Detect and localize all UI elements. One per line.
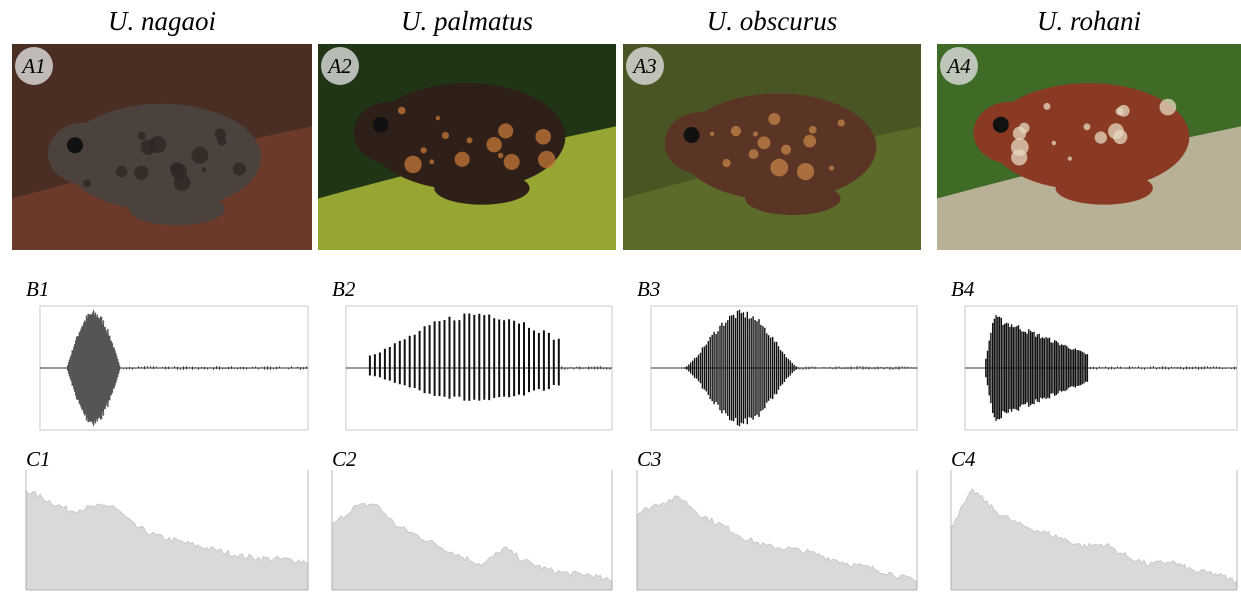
frog-pattern [809, 126, 817, 134]
frog-pattern [191, 147, 208, 164]
frog-pattern [498, 153, 503, 158]
frog-pattern [768, 113, 780, 125]
frog-pattern [710, 132, 714, 136]
frog-leg [129, 192, 225, 225]
frog-pattern [486, 137, 501, 152]
frog-pattern [758, 136, 771, 149]
spectrum-label: C2 [332, 447, 357, 471]
frog-head [973, 102, 1046, 164]
frog-pattern [1084, 123, 1091, 130]
photo-label: A1 [20, 54, 45, 78]
frog-pattern [770, 159, 788, 177]
frog-pattern [781, 145, 791, 155]
frog-eye [373, 117, 389, 133]
spectrum-area [637, 496, 917, 590]
frog-pattern [138, 132, 146, 140]
frog-eye [67, 137, 83, 153]
species-column: U. rohani A4 B4 C4 [937, 6, 1241, 590]
frog-eye [684, 127, 700, 143]
frog-pattern [1052, 141, 1056, 145]
spectrum-area [951, 489, 1237, 590]
frog-pattern [1118, 105, 1130, 117]
frog-pattern [504, 154, 520, 170]
frog-pattern [201, 167, 206, 172]
frog-pattern [749, 149, 759, 159]
frog-head [48, 122, 120, 184]
frog-leg [1056, 172, 1153, 205]
species-column: U. obscurus A3 B3 C3 [623, 6, 921, 590]
frog-pattern [134, 166, 149, 181]
species-name: U. palmatus [401, 6, 533, 36]
frog-pattern [83, 179, 91, 187]
frog-pattern [838, 119, 845, 126]
frog-pattern [455, 152, 470, 167]
spectrum-area [26, 491, 308, 590]
frog-pattern [829, 165, 834, 170]
frog-pattern [233, 162, 246, 175]
waveform [683, 310, 800, 426]
frog-pattern [753, 132, 758, 137]
frog-pattern [467, 137, 473, 143]
frog-pattern [1160, 99, 1177, 116]
spectrum-label: C1 [26, 447, 51, 471]
species-name: U. rohani [1037, 6, 1141, 36]
oscillogram-label: B4 [951, 277, 975, 301]
species-column: U. nagaoi A1 B1 C1 [12, 6, 312, 590]
frog-head [354, 102, 426, 164]
species-column: U. palmatus A2 B2 C2 [318, 6, 616, 590]
frog-pattern [149, 136, 166, 153]
oscillogram-label: B1 [26, 277, 49, 301]
waveform [67, 310, 121, 426]
spectrum-label: C3 [637, 447, 662, 471]
spectrum-area [332, 504, 612, 591]
frog-pattern [429, 159, 434, 164]
frog-pattern [538, 151, 555, 168]
spectrum-label: C4 [951, 447, 976, 471]
frog-pattern [797, 163, 814, 180]
oscillogram-label: B2 [332, 277, 356, 301]
frog-pattern [421, 147, 427, 153]
frog-pattern [116, 166, 127, 177]
frog-pattern [1108, 123, 1124, 139]
photo-label: A4 [945, 54, 971, 78]
waveform [370, 314, 559, 401]
frog-pattern [1011, 149, 1027, 165]
frog-pattern [535, 129, 551, 145]
frog-pattern [722, 159, 730, 167]
species-name: U. nagaoi [108, 6, 216, 36]
frog-leg [745, 182, 840, 215]
frog-pattern [1043, 103, 1050, 110]
photo-label: A2 [326, 54, 352, 78]
frog-eye [993, 117, 1009, 133]
waveform [984, 315, 1087, 421]
species-name: U. obscurus [707, 6, 838, 36]
frog-pattern [1095, 131, 1107, 143]
frog-pattern [1013, 127, 1026, 140]
frog-pattern [731, 126, 741, 136]
frog-leg [434, 172, 529, 205]
frog-pattern [442, 132, 449, 139]
frog-pattern [215, 128, 226, 139]
frog-pattern [1068, 157, 1072, 161]
figure: U. nagaoi A1 B1 C1 U. palmatus A2 B2 C2 U. obscu… [0, 0, 1241, 596]
frog-pattern [498, 123, 513, 138]
frog-pattern [171, 163, 187, 179]
photo-label: A3 [631, 54, 656, 78]
frog-pattern [803, 135, 816, 148]
frog-pattern [436, 116, 440, 120]
frog-pattern [404, 156, 421, 173]
oscillogram-label: B3 [637, 277, 660, 301]
frog-pattern [398, 107, 406, 115]
